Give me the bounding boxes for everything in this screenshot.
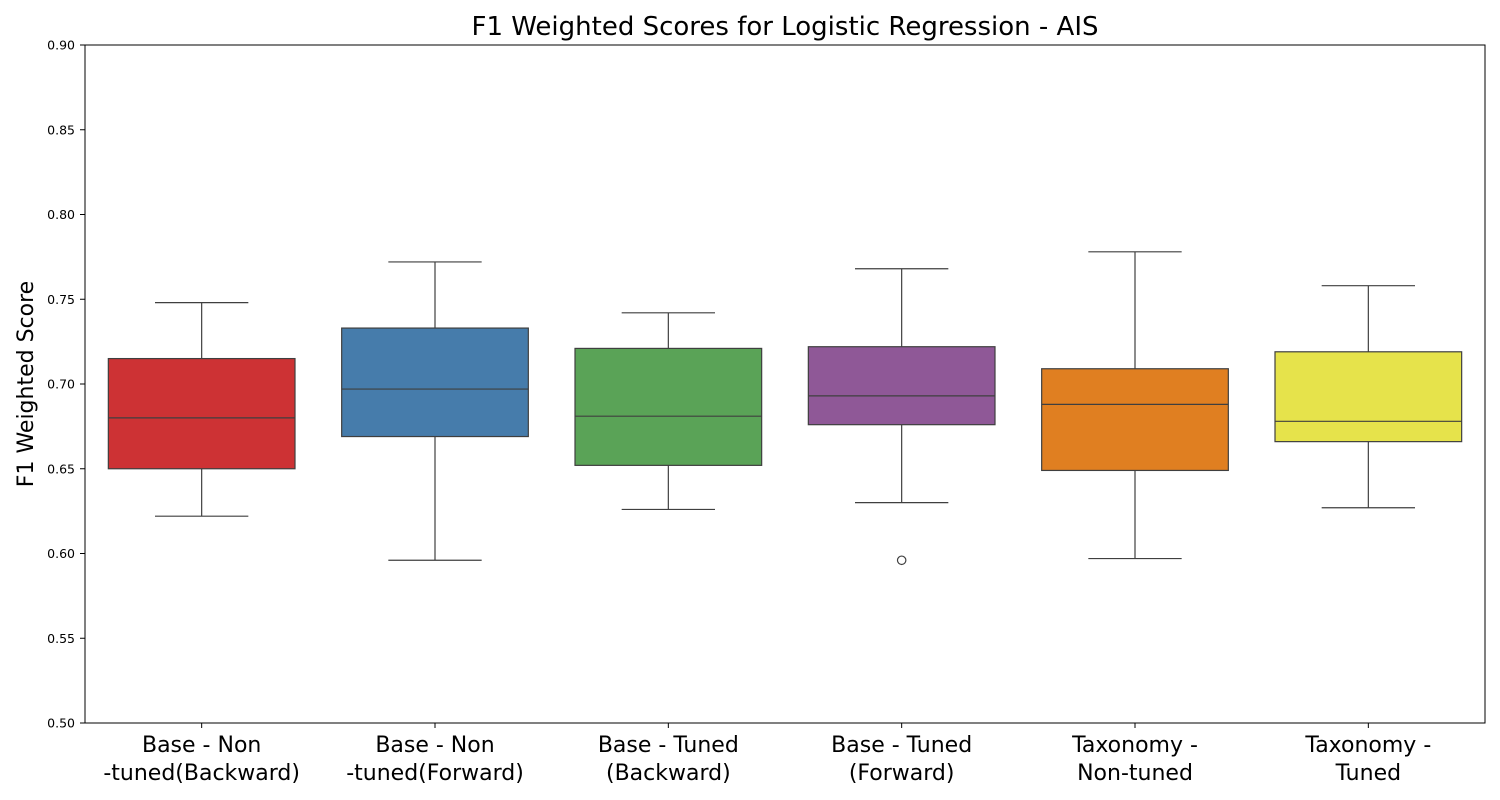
y-tick-label: 0.80 [47,207,75,222]
x-tick-label-line: (Forward) [849,761,955,786]
y-tick-label: 0.75 [47,292,75,307]
x-tick-label-line: (Backward) [606,761,731,786]
iqr-box [1041,368,1229,472]
y-tick-label: 0.65 [47,461,75,476]
y-tick-label: 0.90 [47,38,75,53]
plot-area-frame [84,44,1486,724]
x-tick-label-line: Taxonomy - [1071,733,1198,758]
x-tick-label-line: Base - Non [375,733,494,758]
x-tick-label-line: Base - Non [142,733,261,758]
iqr-box [341,327,529,438]
x-tick-label: Taxonomy - Non-tuned [1071,733,1198,786]
x-tick-label-line: Non-tuned [1077,761,1193,786]
iqr-box [574,347,763,466]
y-axis: 0.50 0.55 0.60 0.65 0.70 0.75 0.80 0.85 0.90 [47,38,85,731]
y-tick-label: 0.60 [47,546,75,561]
x-tick-label: Base - Tuned (Forward) [831,733,972,786]
x-tick-label: Base - Non -tuned(Forward) [346,733,524,786]
box-3 [574,312,763,511]
box-5 [1041,251,1229,560]
x-tick-label-line: Base - Tuned [598,733,739,758]
x-axis: Base - Non -tuned(Backward) Base - Non -tun… [103,723,1431,786]
iqr-box [107,357,296,470]
chart-title: F1 Weighted Scores for Logistic Regressi… [471,12,1098,42]
x-tick-label-line: Base - Tuned [831,733,972,758]
y-tick-label: 0.55 [47,631,75,646]
x-tick-label-line: -tuned(Backward) [103,761,300,786]
x-tick-label-line: Taxonomy - [1304,733,1431,758]
box-1 [107,302,296,517]
outlier-point [896,555,907,566]
box-series [107,251,1463,566]
box-4 [807,268,996,566]
box-6 [1274,285,1463,509]
x-tick-label: Taxonomy - Tuned [1304,733,1431,786]
x-tick-label: Base - Tuned (Backward) [598,733,739,786]
x-tick-label: Base - Non -tuned(Backward) [103,733,300,786]
iqr-box [807,346,996,426]
x-tick-label-line: -tuned(Forward) [346,761,524,786]
y-tick-label: 0.70 [47,377,75,392]
y-tick-label: 0.50 [47,716,75,731]
y-tick-label: 0.85 [47,122,75,137]
box-2 [341,261,529,561]
x-tick-label-line: Tuned [1335,761,1401,786]
y-axis-label: F1 Weighted Score [14,281,39,487]
iqr-box [1274,351,1463,443]
